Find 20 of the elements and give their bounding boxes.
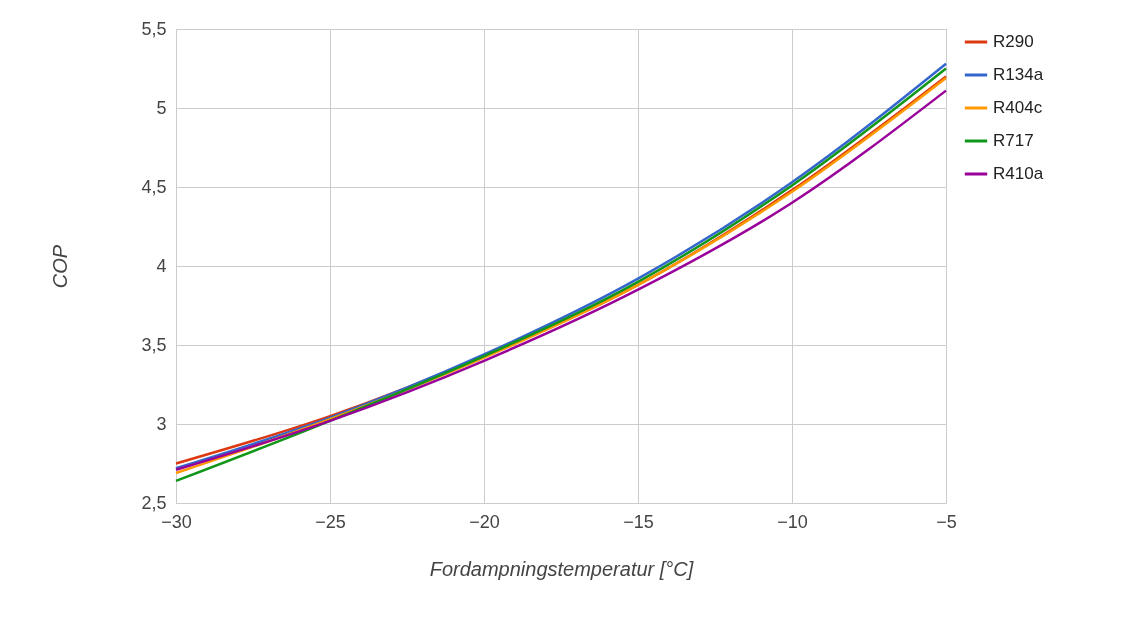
y-tick-label: 4,5 (141, 176, 167, 197)
x-axis-title: Fordampningstemperatur [°C] (429, 557, 694, 580)
x-tick-label: −20 (469, 511, 500, 532)
y-tick-label: 3 (156, 413, 167, 434)
x-tick-label: −10 (777, 511, 808, 532)
y-tick-label: 5 (156, 97, 167, 118)
legend-label: R404c (993, 98, 1043, 117)
y-axis-title: COP (49, 244, 72, 289)
x-tick-label: −5 (936, 511, 957, 532)
legend-label: R410a (993, 164, 1044, 183)
legend-label: R134a (993, 65, 1044, 84)
legend-label: R290 (993, 32, 1034, 51)
y-tick-label: 3,5 (141, 334, 167, 355)
y-tick-label: 2,5 (141, 492, 167, 513)
y-tick-label: 4 (156, 255, 167, 276)
x-tick-label: −30 (161, 511, 192, 532)
x-tick-label: −25 (315, 511, 346, 532)
y-tick-label: 5,5 (141, 18, 167, 39)
x-tick-label: −15 (623, 511, 654, 532)
legend-label: R717 (993, 131, 1034, 150)
